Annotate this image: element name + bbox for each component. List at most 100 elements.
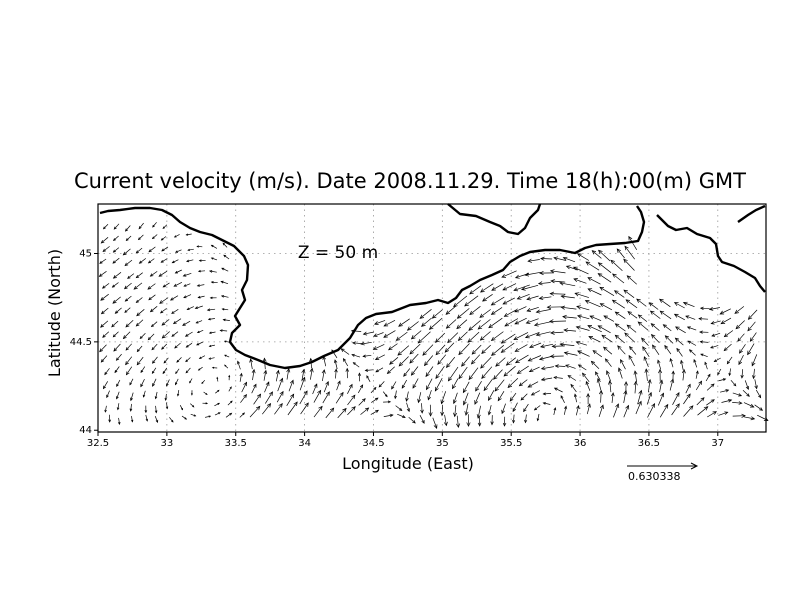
velocity-vector <box>374 320 386 325</box>
velocity-vector-head <box>587 325 593 329</box>
velocity-vector <box>395 405 403 411</box>
velocity-vector-head <box>535 332 541 337</box>
velocity-vector-head <box>140 369 144 374</box>
velocity-vector-head <box>559 281 564 286</box>
velocity-vector-head <box>313 383 318 388</box>
velocity-vector <box>136 272 143 278</box>
velocity-vector-head <box>738 393 743 397</box>
velocity-vector <box>138 234 144 240</box>
velocity-vector-head <box>745 385 750 391</box>
velocity-vector-head <box>615 403 620 409</box>
velocity-vector-head <box>542 402 546 405</box>
velocity-vector <box>363 331 375 335</box>
velocity-vector-head <box>538 356 544 361</box>
velocity-vector-head <box>614 323 620 328</box>
velocity-vector <box>196 341 204 346</box>
velocity-vector <box>382 391 388 397</box>
velocity-vector-head <box>648 302 654 307</box>
velocity-vector <box>698 318 709 320</box>
velocity-vector-head <box>161 346 165 350</box>
x-tick-label: 34.5 <box>362 438 384 449</box>
velocity-vector <box>207 308 216 311</box>
velocity-vector-head <box>186 307 190 311</box>
velocity-vector <box>578 364 587 371</box>
velocity-vector <box>529 342 542 348</box>
velocity-vector <box>351 354 361 358</box>
velocity-vector-head <box>345 367 350 372</box>
velocity-vector <box>383 330 396 338</box>
velocity-vector-head <box>198 356 202 359</box>
velocity-vector <box>561 295 575 299</box>
velocity-vector <box>152 234 158 239</box>
velocity-vector <box>148 294 156 301</box>
velocity-vector <box>755 389 762 398</box>
velocity-vector <box>373 344 385 350</box>
velocity-vector <box>170 295 179 301</box>
velocity-vector-head <box>147 286 152 290</box>
velocity-vector <box>458 343 470 355</box>
velocity-vector <box>597 378 602 391</box>
velocity-vector <box>136 309 145 316</box>
velocity-vector-head <box>540 366 546 371</box>
velocity-vector-head <box>601 334 607 339</box>
velocity-vector <box>643 356 649 368</box>
velocity-vector <box>220 281 229 285</box>
velocity-vector-head <box>217 389 220 392</box>
velocity-vector <box>179 405 183 410</box>
velocity-vector-head <box>434 386 439 392</box>
velocity-vector <box>606 370 612 382</box>
velocity-vector <box>151 343 158 350</box>
velocity-vector-head <box>375 369 379 373</box>
velocity-vector <box>589 315 602 322</box>
velocity-vector <box>480 283 494 293</box>
velocity-vector <box>396 331 408 341</box>
velocity-vector-head <box>256 393 262 399</box>
velocity-vector <box>375 354 385 360</box>
velocity-vector-head <box>565 265 571 270</box>
velocity-vector-head <box>504 322 510 327</box>
velocity-vector-head <box>329 407 335 413</box>
velocity-vector-head <box>686 393 691 399</box>
velocity-vector-head <box>445 324 451 329</box>
velocity-vector <box>587 288 602 296</box>
velocity-vector <box>432 309 443 319</box>
velocity-vector <box>706 399 715 406</box>
velocity-vector-head <box>386 370 391 375</box>
velocity-vector <box>166 379 170 386</box>
velocity-vector-head <box>598 249 603 255</box>
velocity-vector-head <box>553 256 558 261</box>
velocity-vector-head <box>560 305 566 310</box>
velocity-vector-head <box>112 334 116 338</box>
velocity-vector-head <box>375 397 379 401</box>
velocity-vector-head <box>613 290 619 295</box>
velocity-vector-head <box>586 392 591 398</box>
velocity-vector <box>461 356 470 367</box>
reference-vector: 0.630338 <box>627 462 699 483</box>
velocity-vector <box>514 317 527 325</box>
velocity-vector <box>525 332 540 338</box>
velocity-vector-head <box>229 386 232 389</box>
velocity-vector-head <box>513 287 519 292</box>
velocity-vector-head <box>149 308 154 313</box>
velocity-vector <box>477 405 481 419</box>
velocity-vector <box>598 262 612 273</box>
velocity-vector <box>482 294 493 302</box>
velocity-vector <box>140 366 146 373</box>
velocity-vector-head <box>550 279 555 284</box>
velocity-vector-head <box>695 370 699 374</box>
velocity-vector-head <box>122 251 127 256</box>
velocity-vector <box>623 405 629 418</box>
velocity-vector <box>538 282 551 285</box>
velocity-vector <box>186 259 194 262</box>
velocity-vector-head <box>657 359 661 364</box>
velocity-vector-head <box>113 226 117 230</box>
velocity-vector <box>370 387 377 394</box>
velocity-vector-head <box>509 397 514 402</box>
velocity-vector-head <box>216 376 219 379</box>
velocity-vector-head <box>182 273 187 277</box>
velocity-vector-head <box>223 254 227 258</box>
velocity-vector <box>263 370 267 381</box>
velocity-vector <box>152 356 158 364</box>
velocity-vector <box>610 260 623 272</box>
velocity-vector <box>123 248 131 256</box>
